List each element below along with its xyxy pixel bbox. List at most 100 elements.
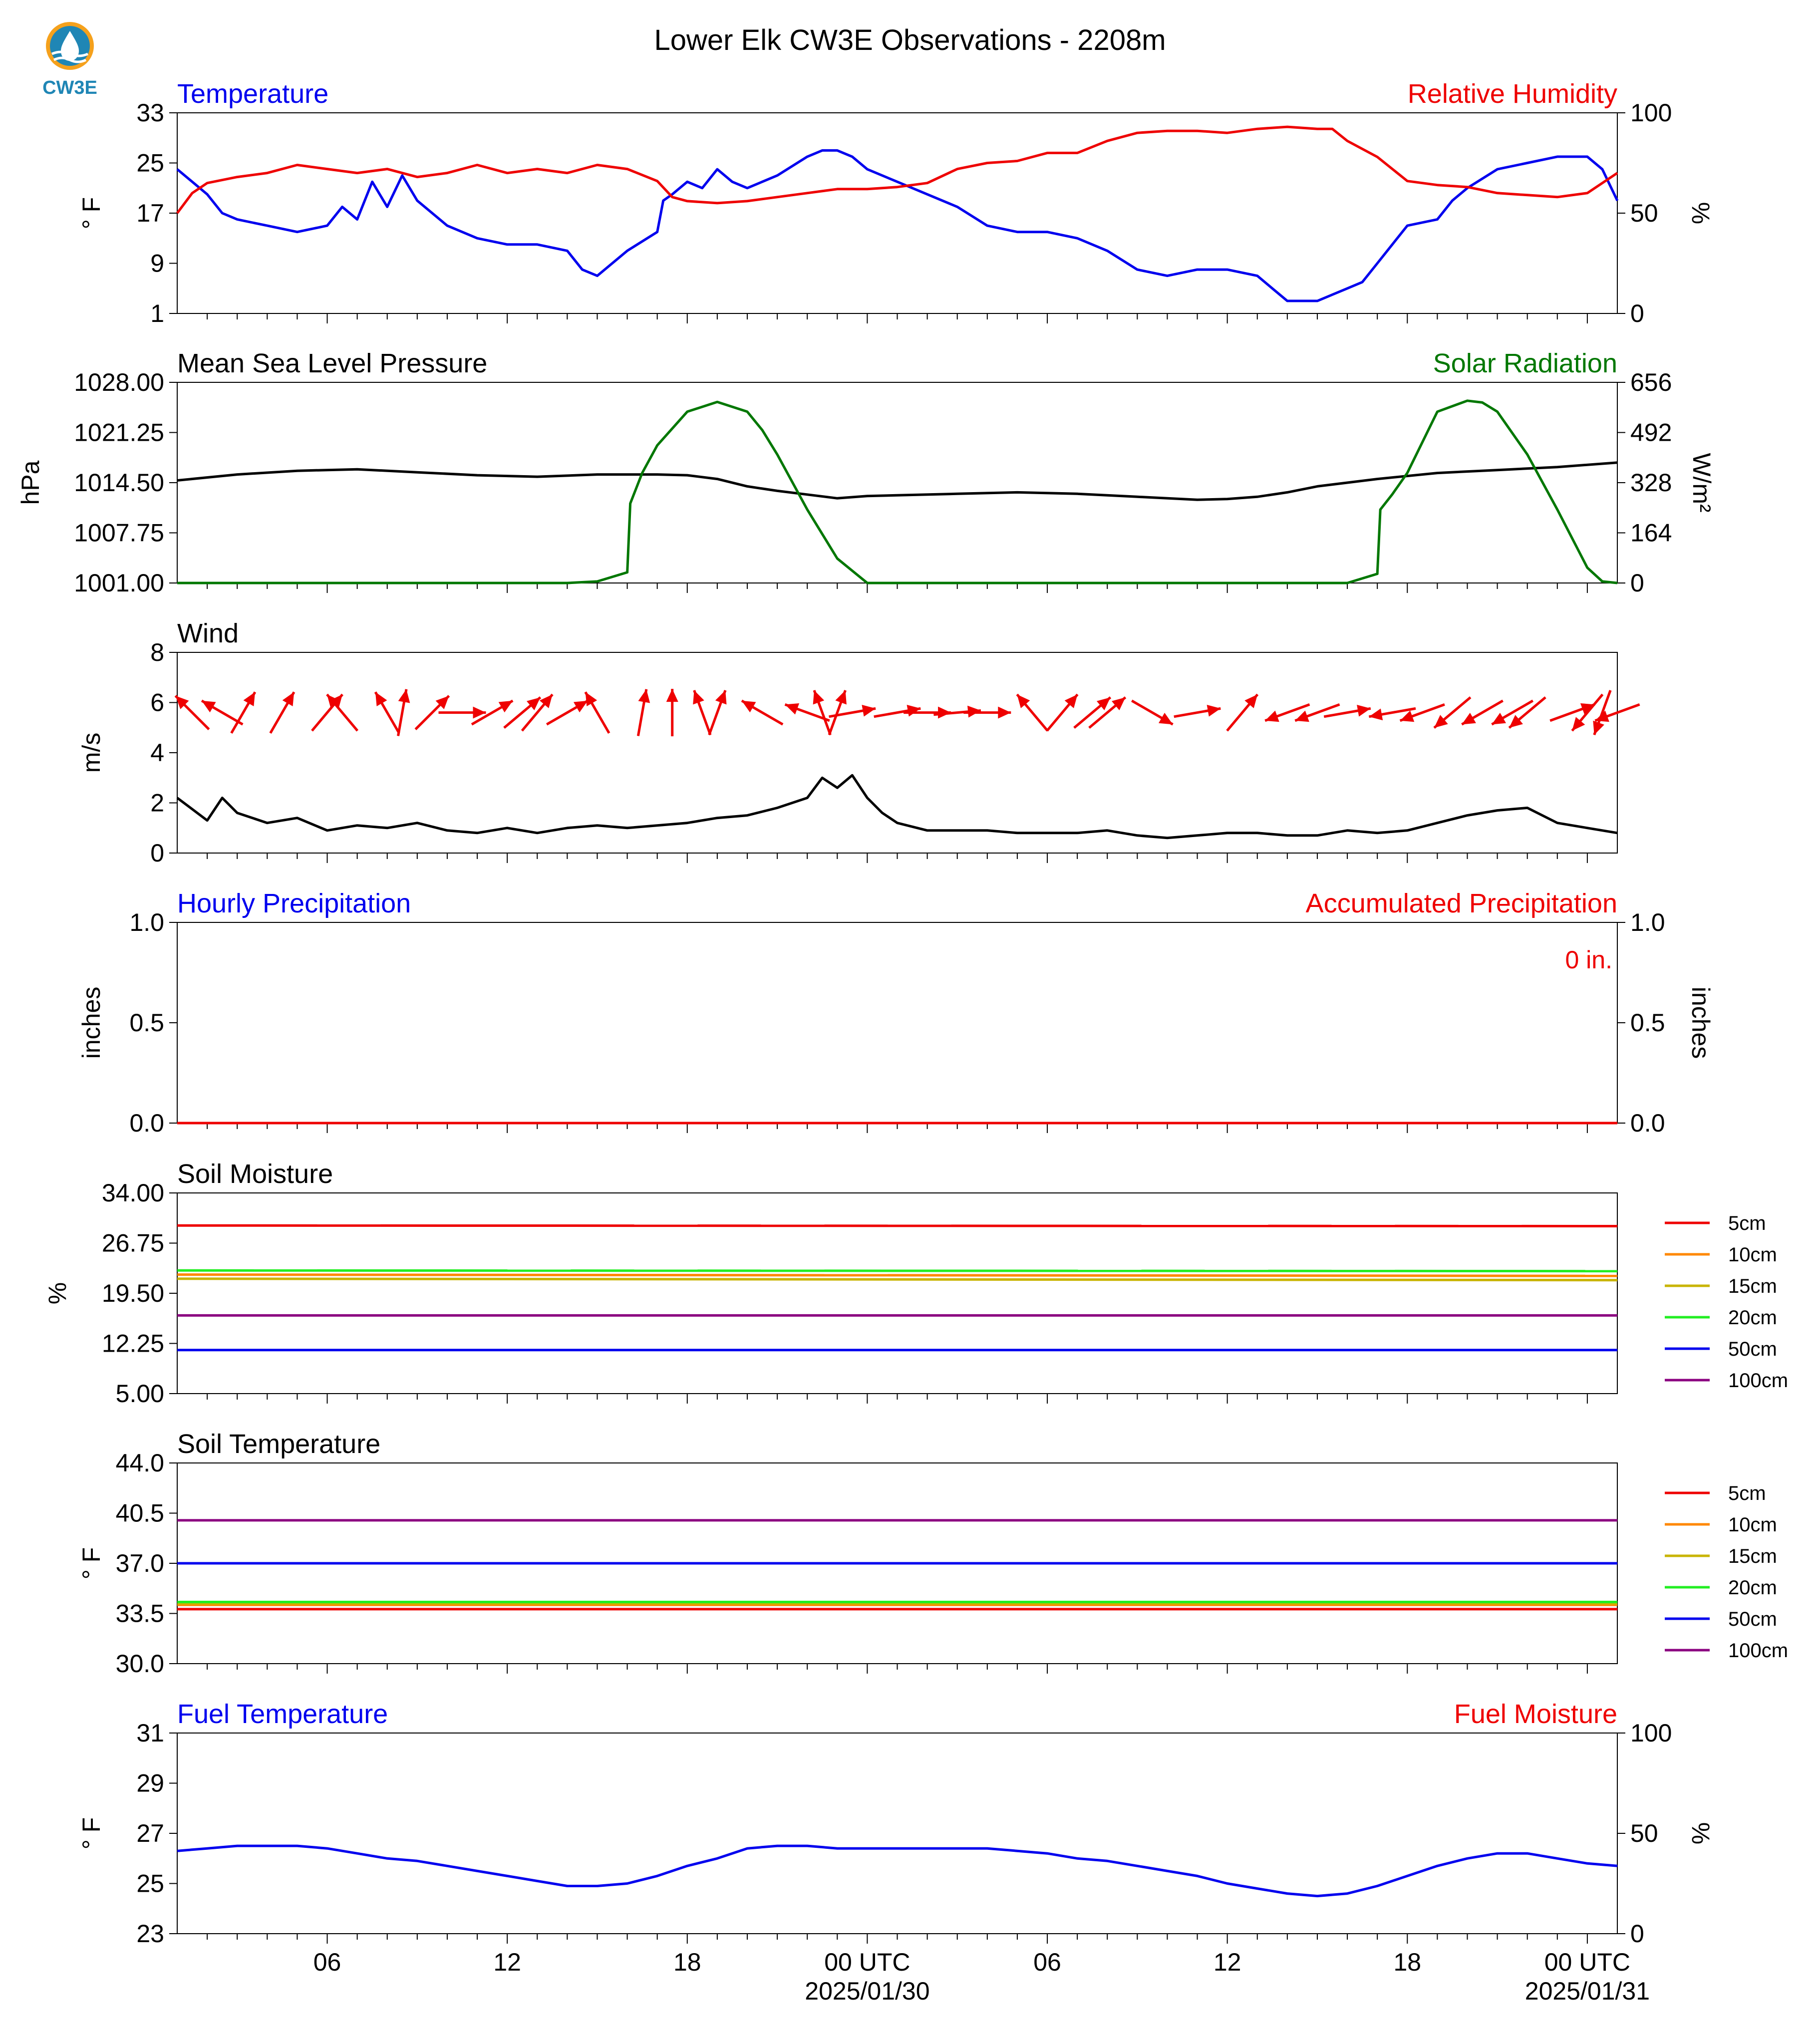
- y-axis-label-right: %: [1687, 1822, 1715, 1844]
- legend-label: 10cm: [1728, 1514, 1777, 1536]
- y-tick-label-right: 0.5: [1630, 1009, 1665, 1037]
- y-tick-label-left: 2: [150, 789, 164, 817]
- y-tick-label-left: 1021.25: [74, 419, 164, 447]
- wind-arrow-head: [1462, 712, 1476, 725]
- panel-title-left: Soil Moisture: [177, 1159, 333, 1189]
- panel-title-right: Solar Radiation: [1433, 348, 1617, 378]
- y-tick-label-left: 6: [150, 689, 164, 717]
- series-line-temperature: [176, 149, 1619, 302]
- wind-arrow-head: [693, 690, 704, 705]
- y-axis-label-left: m/s: [77, 733, 105, 773]
- wind-arrow-head: [998, 706, 1011, 719]
- wind-arrow-head: [1111, 697, 1126, 710]
- y-tick-label-right: 50: [1630, 199, 1658, 227]
- plot-frame: [177, 922, 1618, 1124]
- legend-label: 15cm: [1728, 1275, 1777, 1297]
- wind-arrow-head: [1207, 705, 1221, 717]
- y-tick-label-left: 30.0: [116, 1650, 164, 1678]
- panel-title-right: Relative Humidity: [1408, 79, 1617, 109]
- x-tick-label: 00 UTC: [1544, 1948, 1630, 1976]
- wind-arrow-head: [1572, 717, 1585, 731]
- wind-arrow-head: [1017, 694, 1030, 708]
- y-tick-label-left: 4: [150, 739, 164, 767]
- series-line-5cm: [177, 1224, 1618, 1227]
- x-tick-label: 06: [1033, 1948, 1061, 1976]
- legend-label: 100cm: [1728, 1370, 1788, 1392]
- y-tick-label-right: 50: [1630, 1819, 1658, 1847]
- y-tick-label-left: 27: [136, 1819, 164, 1847]
- panel-title-left: Temperature: [177, 79, 328, 109]
- y-axis-label-left: hPa: [16, 460, 44, 505]
- legend-label: 15cm: [1728, 1545, 1777, 1567]
- y-axis-label-left: ° F: [77, 1547, 105, 1579]
- cw3e-logo: CW3E: [35, 15, 105, 105]
- wind-arrow-head: [1295, 710, 1309, 722]
- y-tick-label-right: 0: [1630, 569, 1644, 597]
- y-tick-label-left: 0.0: [129, 1109, 164, 1137]
- wind-arrow-head: [1595, 710, 1609, 722]
- wind-arrow-head: [585, 692, 598, 706]
- wind-arrow-head: [473, 706, 486, 719]
- wind-arrow-head: [715, 690, 727, 705]
- wind-arrow-head: [398, 689, 410, 703]
- wind-arrow-head: [498, 700, 513, 713]
- wind-arrow-head: [1064, 694, 1078, 708]
- wind-arrow-head: [638, 689, 650, 703]
- y-tick-label-left: 19.50: [102, 1279, 164, 1307]
- panel-pressure-solar: Mean Sea Level Pressure Solar Radiation 10…: [16, 348, 1716, 597]
- wind-arrow-head: [907, 705, 921, 717]
- y-tick-label-left: 44.0: [116, 1449, 164, 1477]
- y-tick-label-left: 34.00: [102, 1179, 164, 1207]
- legend-label: 100cm: [1728, 1640, 1788, 1662]
- panel-title-right: Accumulated Precipitation: [1306, 888, 1617, 918]
- wind-arrow-head: [573, 700, 588, 713]
- wind-arrow-head: [813, 690, 825, 705]
- wind-arrow-head: [741, 700, 756, 713]
- series-line-15cm: [177, 1277, 1618, 1282]
- wind-arrow-head: [243, 692, 255, 706]
- wind-arrow-head: [282, 692, 295, 706]
- wind-arrow-head: [1580, 703, 1595, 715]
- y-tick-label-left: 37.0: [116, 1549, 164, 1577]
- legend-label: 5cm: [1728, 1212, 1766, 1234]
- panel-title-right: Fuel Moisture: [1454, 1699, 1617, 1729]
- y-axis-label-left: inches: [77, 987, 105, 1059]
- y-tick-label-left: 26.75: [102, 1229, 164, 1257]
- y-tick-label-left: 1001.00: [74, 569, 164, 597]
- y-tick-label-left: 8: [150, 638, 164, 666]
- cw3e-drop-logo-icon: CW3E: [42, 22, 97, 98]
- y-axis-label-right: %: [1687, 202, 1715, 224]
- y-tick-label-left: 33: [136, 99, 164, 127]
- y-tick-label-right: 100: [1630, 99, 1672, 127]
- wind-arrow-head: [526, 697, 541, 710]
- series-line-10cm: [177, 1273, 1618, 1277]
- legend-label: 20cm: [1728, 1577, 1777, 1599]
- y-tick-label-left: 29: [136, 1769, 164, 1797]
- y-axis-label-right: W/m²: [1688, 453, 1716, 512]
- y-tick-label-left: 1: [150, 299, 164, 327]
- legend-label: 50cm: [1728, 1608, 1777, 1630]
- legend-label: 20cm: [1728, 1307, 1777, 1329]
- y-tick-label-right: 328: [1630, 469, 1672, 497]
- wind-arrow-head: [785, 703, 800, 715]
- wind-arrow-head: [202, 700, 216, 713]
- y-tick-label-right: 0.0: [1630, 1109, 1665, 1137]
- wind-arrow-head: [435, 696, 449, 709]
- wind-arrow-head: [1369, 708, 1383, 721]
- series-line-wind-speed: [176, 774, 1618, 840]
- y-axis-label-left: ° F: [77, 197, 105, 229]
- y-tick-label-right: 656: [1630, 368, 1672, 396]
- panel-temperature-rh: Temperature Relative Humidity 1 9 17 25 33 ° F 0…: [77, 79, 1715, 327]
- panel-precipitation: Hourly Precipitation Accumulated Precipit…: [77, 888, 1715, 1137]
- plot-frame: [177, 1733, 1618, 1934]
- y-tick-label-left: 12.25: [102, 1330, 164, 1358]
- y-axis-label-right: inches: [1687, 987, 1715, 1059]
- y-axis-label-left: ° F: [77, 1817, 105, 1849]
- panel-title-left: Mean Sea Level Pressure: [177, 348, 487, 378]
- x-tick-label: 18: [1393, 1948, 1421, 1976]
- x-tick-label: 06: [313, 1948, 341, 1976]
- y-tick-label-left: 1014.50: [74, 469, 164, 497]
- panel-soil-temperature: Soil Temperature 30.0 33.5 37.0 40.5 44.0 ° F 5…: [77, 1429, 1788, 1678]
- x-tick-label: 00 UTC: [824, 1948, 910, 1976]
